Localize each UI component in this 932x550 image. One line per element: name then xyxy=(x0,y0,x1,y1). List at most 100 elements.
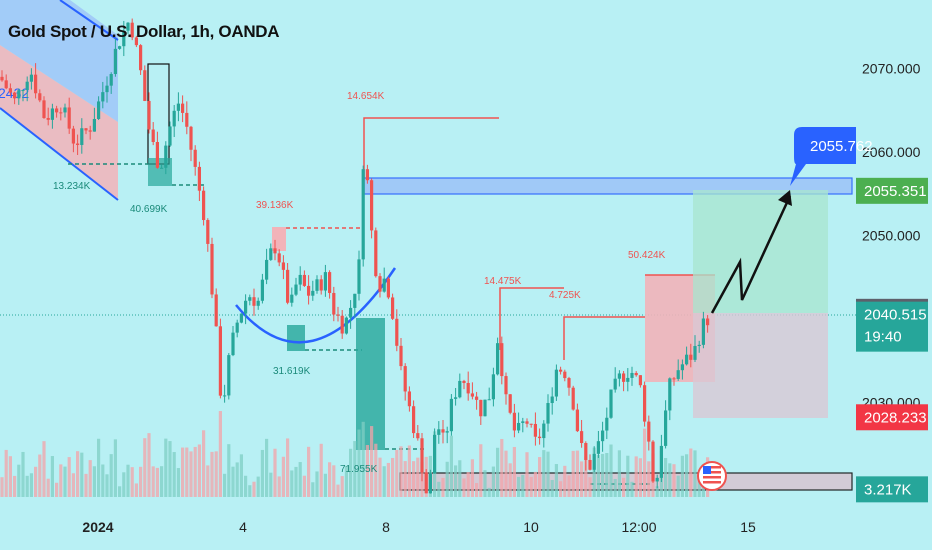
volume-bar xyxy=(67,457,71,497)
volume-bar xyxy=(529,476,533,497)
volume-bar xyxy=(626,455,630,497)
candle-body xyxy=(496,343,500,375)
candle-body xyxy=(101,92,105,102)
candle-body xyxy=(638,375,642,386)
volume-bar xyxy=(25,475,29,497)
volume-bar xyxy=(340,476,344,497)
volume-bar xyxy=(122,472,126,497)
candle-body xyxy=(147,100,151,130)
candle-body xyxy=(697,344,701,347)
volume-bar xyxy=(357,429,361,497)
volume-bar xyxy=(353,441,357,497)
candle-body xyxy=(63,107,67,113)
x-tick-label: 4 xyxy=(239,519,247,535)
volume-bar xyxy=(542,450,546,497)
volume-bar xyxy=(365,445,369,497)
volume-bar xyxy=(655,486,659,497)
candle-body xyxy=(504,376,508,395)
candle-body xyxy=(613,378,617,390)
candle-body xyxy=(428,473,432,494)
volume-bar xyxy=(277,476,281,497)
candle-body xyxy=(273,248,277,254)
resistance-line-3 xyxy=(499,287,564,350)
volume-bar xyxy=(689,448,693,497)
volume-bar xyxy=(244,475,248,497)
volume-bar xyxy=(181,447,185,497)
candle-body xyxy=(617,373,621,379)
candle-body xyxy=(622,373,626,382)
candle-body xyxy=(164,145,168,168)
volume-bar xyxy=(13,475,17,497)
candle-body xyxy=(336,314,340,316)
volume-bar xyxy=(479,444,483,497)
candle-body xyxy=(395,318,399,346)
candle-body xyxy=(38,93,42,101)
x-tick-label: 10 xyxy=(523,519,539,535)
volume-bar xyxy=(8,456,12,497)
volume-bar xyxy=(374,443,378,497)
candle-body xyxy=(357,259,361,294)
volume-bar xyxy=(550,479,554,497)
volume-bar xyxy=(668,463,672,497)
volume-bar xyxy=(176,468,180,497)
candle-body xyxy=(88,130,92,132)
volume-bar xyxy=(315,471,319,497)
us-flag-icon[interactable] xyxy=(697,461,727,491)
candles xyxy=(0,18,710,494)
volume-bar xyxy=(462,478,466,497)
volume-bar xyxy=(370,426,374,497)
volume-bar xyxy=(483,470,487,497)
candle-body xyxy=(218,326,222,396)
volume-bar xyxy=(17,464,21,497)
candle-body xyxy=(370,180,374,231)
volume-bar xyxy=(151,466,155,497)
candle-body xyxy=(265,259,269,280)
price-badge-label: 3.217K xyxy=(864,481,912,498)
candle-body xyxy=(365,169,369,181)
candle-body xyxy=(584,443,588,460)
candle-body xyxy=(580,431,584,444)
projection-path xyxy=(710,195,792,314)
volume-bar xyxy=(538,457,542,497)
volume-label: 71.955K xyxy=(340,464,378,475)
volume-label: 13.234K xyxy=(53,181,91,192)
candle-body xyxy=(634,372,638,376)
candle-body xyxy=(105,85,109,93)
volume-bar xyxy=(676,475,680,497)
volume-bar xyxy=(302,475,306,497)
candle-body xyxy=(206,220,210,244)
candle-body xyxy=(67,107,71,129)
candle-body xyxy=(168,126,172,146)
volume-bar xyxy=(508,463,512,497)
volume-bar xyxy=(197,444,201,497)
candle-body xyxy=(412,406,416,434)
volume-bar xyxy=(672,464,676,497)
candle-body xyxy=(592,453,596,470)
candle-body xyxy=(260,279,264,301)
candle-body xyxy=(197,166,201,191)
candle-body xyxy=(134,37,138,46)
volume-bar xyxy=(218,411,222,497)
candle-body xyxy=(113,48,117,75)
volume-bar xyxy=(84,473,88,497)
volume-bar xyxy=(88,460,92,497)
candle-body xyxy=(521,421,525,423)
volume-bar xyxy=(134,483,138,497)
volume-bar xyxy=(622,477,626,497)
volume-bar xyxy=(336,484,340,497)
candle-body xyxy=(517,422,521,431)
candle-body xyxy=(391,297,395,319)
candle-body xyxy=(281,262,285,270)
volume-bar xyxy=(613,479,617,497)
volume-bar xyxy=(71,473,75,497)
candle-body xyxy=(109,74,113,86)
candle-body xyxy=(475,396,479,400)
volume-bar xyxy=(172,452,176,497)
candle-body xyxy=(542,423,546,439)
volume-bar xyxy=(126,464,130,497)
volume-bar xyxy=(563,465,567,497)
volume-bar xyxy=(361,421,365,497)
volume-bar xyxy=(609,444,613,497)
